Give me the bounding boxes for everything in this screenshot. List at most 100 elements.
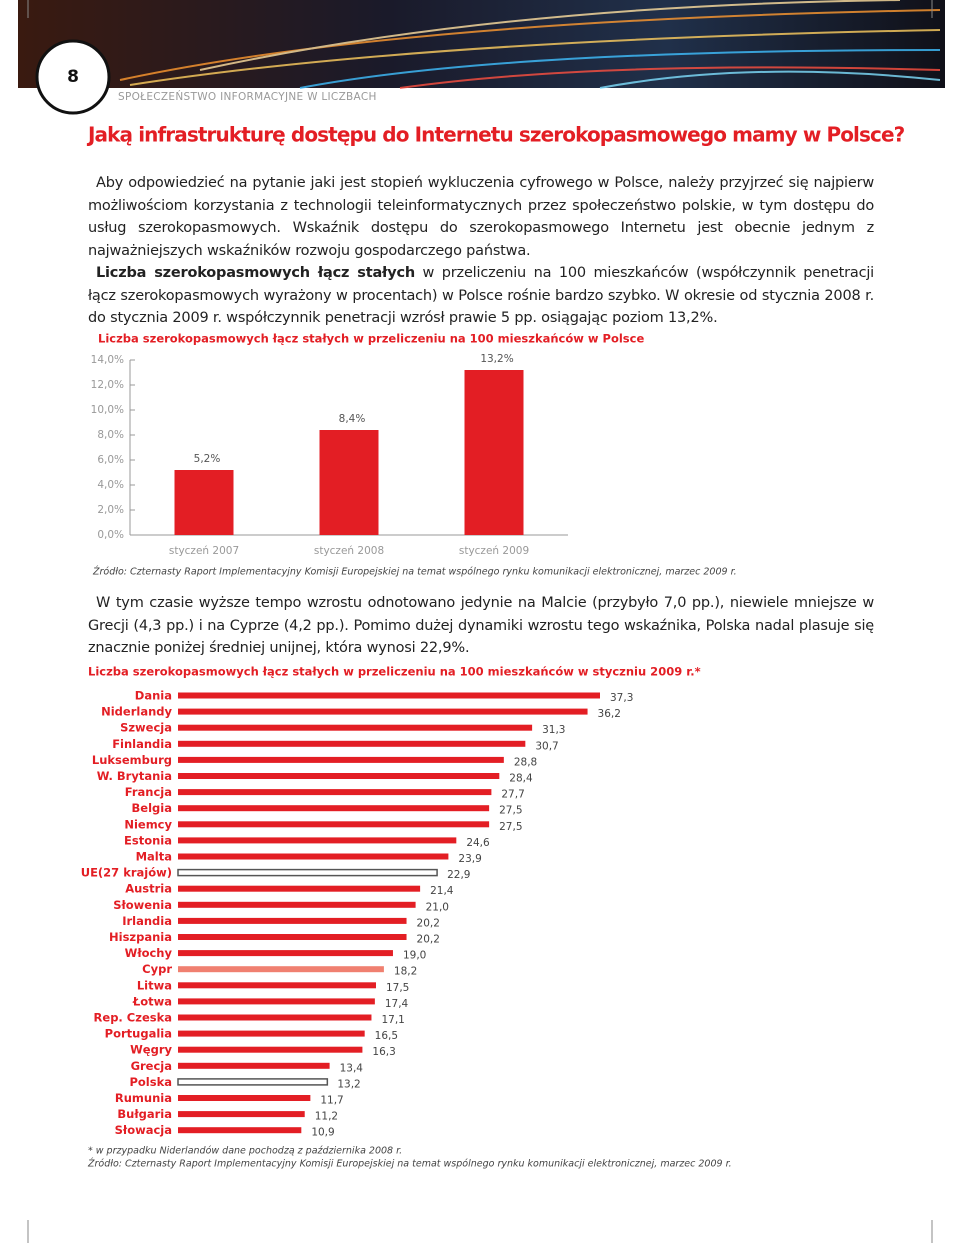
y-tick-label: 0,0%	[97, 529, 124, 541]
x-tick-label: styczeń 2007	[169, 545, 239, 557]
category-label: Finlandia	[112, 737, 172, 751]
category-label: Niderlandy	[101, 705, 172, 719]
category-label: Rep. Czeska	[94, 1011, 172, 1025]
y-tick-label: 8,0%	[97, 429, 124, 441]
category-label: Irlandia	[122, 914, 172, 928]
page-badge	[35, 39, 111, 115]
bar	[178, 724, 533, 731]
value-label: 13,4	[340, 1062, 364, 1074]
bar	[178, 1127, 302, 1134]
bar	[178, 901, 416, 908]
bar	[319, 430, 379, 535]
category-label: W. Brytania	[97, 769, 172, 783]
bar	[178, 1095, 311, 1101]
category-label: Grecja	[131, 1059, 172, 1073]
category-label: Słowacja	[115, 1123, 172, 1137]
value-label: 31,3	[542, 724, 565, 736]
value-label: 21,4	[430, 885, 454, 897]
category-label: Luksemburg	[92, 753, 172, 767]
paragraph: Liczba szerokopasmowych łącz stałych w p…	[88, 262, 874, 330]
bar	[178, 821, 490, 828]
category-label: Szwecja	[120, 721, 172, 735]
bar	[178, 1030, 365, 1037]
section-title: SPOŁECZEŃSTWO INFORMACYJNE W LICZBACH	[118, 90, 377, 103]
category-label: UE(27 krajów)	[81, 866, 172, 880]
category-label: Dania	[135, 689, 172, 703]
value-label: 27,7	[501, 789, 524, 801]
bar	[178, 885, 421, 892]
paragraph: Aby odpowiedzieć na pytanie jaki jest st…	[88, 175, 874, 259]
bar	[178, 998, 375, 1005]
value-label: 17,5	[386, 982, 409, 994]
category-label: Belgia	[132, 801, 172, 815]
y-tick-label: 6,0%	[97, 454, 124, 466]
bar	[178, 1046, 363, 1053]
value-label: 20,2	[417, 917, 440, 929]
bar	[177, 868, 438, 877]
value-label: 16,3	[372, 1046, 395, 1058]
value-label: 13,2	[337, 1078, 360, 1090]
x-tick-label: styczeń 2009	[459, 545, 529, 557]
bar	[174, 470, 234, 535]
category-label: Portugalia	[105, 1027, 172, 1041]
bar	[178, 708, 588, 715]
bar	[178, 789, 492, 796]
bar	[178, 740, 526, 747]
value-label: 21,0	[426, 901, 449, 913]
category-label: Polska	[129, 1075, 172, 1089]
bar	[178, 982, 376, 989]
value-label: 28,8	[514, 756, 537, 768]
category-label: Malta	[136, 850, 172, 864]
value-label: 24,6	[466, 837, 490, 849]
footnote: * w przypadku Niderlandów dane pochodzą …	[88, 1146, 402, 1157]
y-tick-label: 2,0%	[97, 504, 124, 516]
bar	[178, 1014, 372, 1021]
chart-title: Liczba szerokopasmowych łącz stałych w p…	[98, 332, 644, 346]
value-label: 11,2	[315, 1111, 338, 1123]
bar	[178, 1062, 330, 1069]
bar	[178, 692, 600, 699]
crop-marks	[27, 0, 933, 1243]
category-label: Włochy	[125, 946, 173, 960]
value-label: 37,3	[610, 692, 633, 704]
value-label: 28,4	[509, 773, 533, 785]
bar	[178, 917, 407, 924]
chart-2: Liczba szerokopasmowych łącz stałych w p…	[81, 665, 732, 1170]
category-label: Węgry	[130, 1043, 172, 1057]
bar	[178, 805, 490, 812]
bar	[178, 966, 384, 973]
bar	[178, 1111, 305, 1118]
value-label: 27,5	[499, 805, 522, 817]
category-label: Łotwa	[132, 994, 172, 1008]
value-label: 17,4	[385, 998, 409, 1010]
text: w przeliczeniu na 100 mieszkańców (współ…	[88, 265, 875, 327]
category-label: Bułgaria	[117, 1107, 172, 1121]
category-label: Rumunia	[115, 1091, 172, 1105]
category-label: Francja	[125, 785, 172, 799]
value-label: 18,2	[394, 966, 417, 978]
category-label: Estonia	[124, 833, 172, 847]
value-label: 27,5	[499, 821, 522, 833]
bar	[178, 853, 449, 860]
heading: Jaką infrastrukturę dostępu do Internetu…	[86, 123, 905, 147]
bar	[178, 837, 457, 844]
y-tick-label: 14,0%	[91, 354, 124, 366]
value-label: 23,9	[458, 853, 481, 865]
y-tick-label: 4,0%	[97, 479, 124, 491]
value-label: 11,7	[320, 1095, 343, 1107]
chart-1: Liczba szerokopasmowych łącz stałych w p…	[91, 332, 737, 578]
value-label: 5,2%	[194, 453, 221, 465]
value-label: 10,9	[311, 1127, 334, 1139]
y-tick-label: 10,0%	[91, 404, 124, 416]
page-number: 8	[67, 67, 79, 87]
paragraph: W tym czasie wyższe tempo wzrostu odnoto…	[88, 595, 874, 657]
bold-text: Liczba szerokopasmowych łącz stałych	[96, 265, 415, 281]
footnote: Źródło: Czternasty Raport Implementacyjn…	[87, 1158, 732, 1170]
category-label: Niemcy	[124, 817, 172, 831]
chart-title: Liczba szerokopasmowych łącz stałych w p…	[88, 665, 701, 679]
bar	[178, 756, 504, 763]
category-label: Litwa	[137, 978, 172, 992]
bar	[178, 934, 407, 940]
